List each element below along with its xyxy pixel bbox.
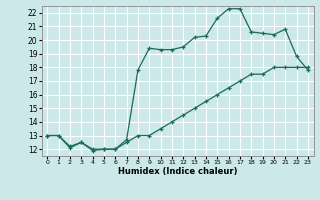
X-axis label: Humidex (Indice chaleur): Humidex (Indice chaleur) bbox=[118, 167, 237, 176]
